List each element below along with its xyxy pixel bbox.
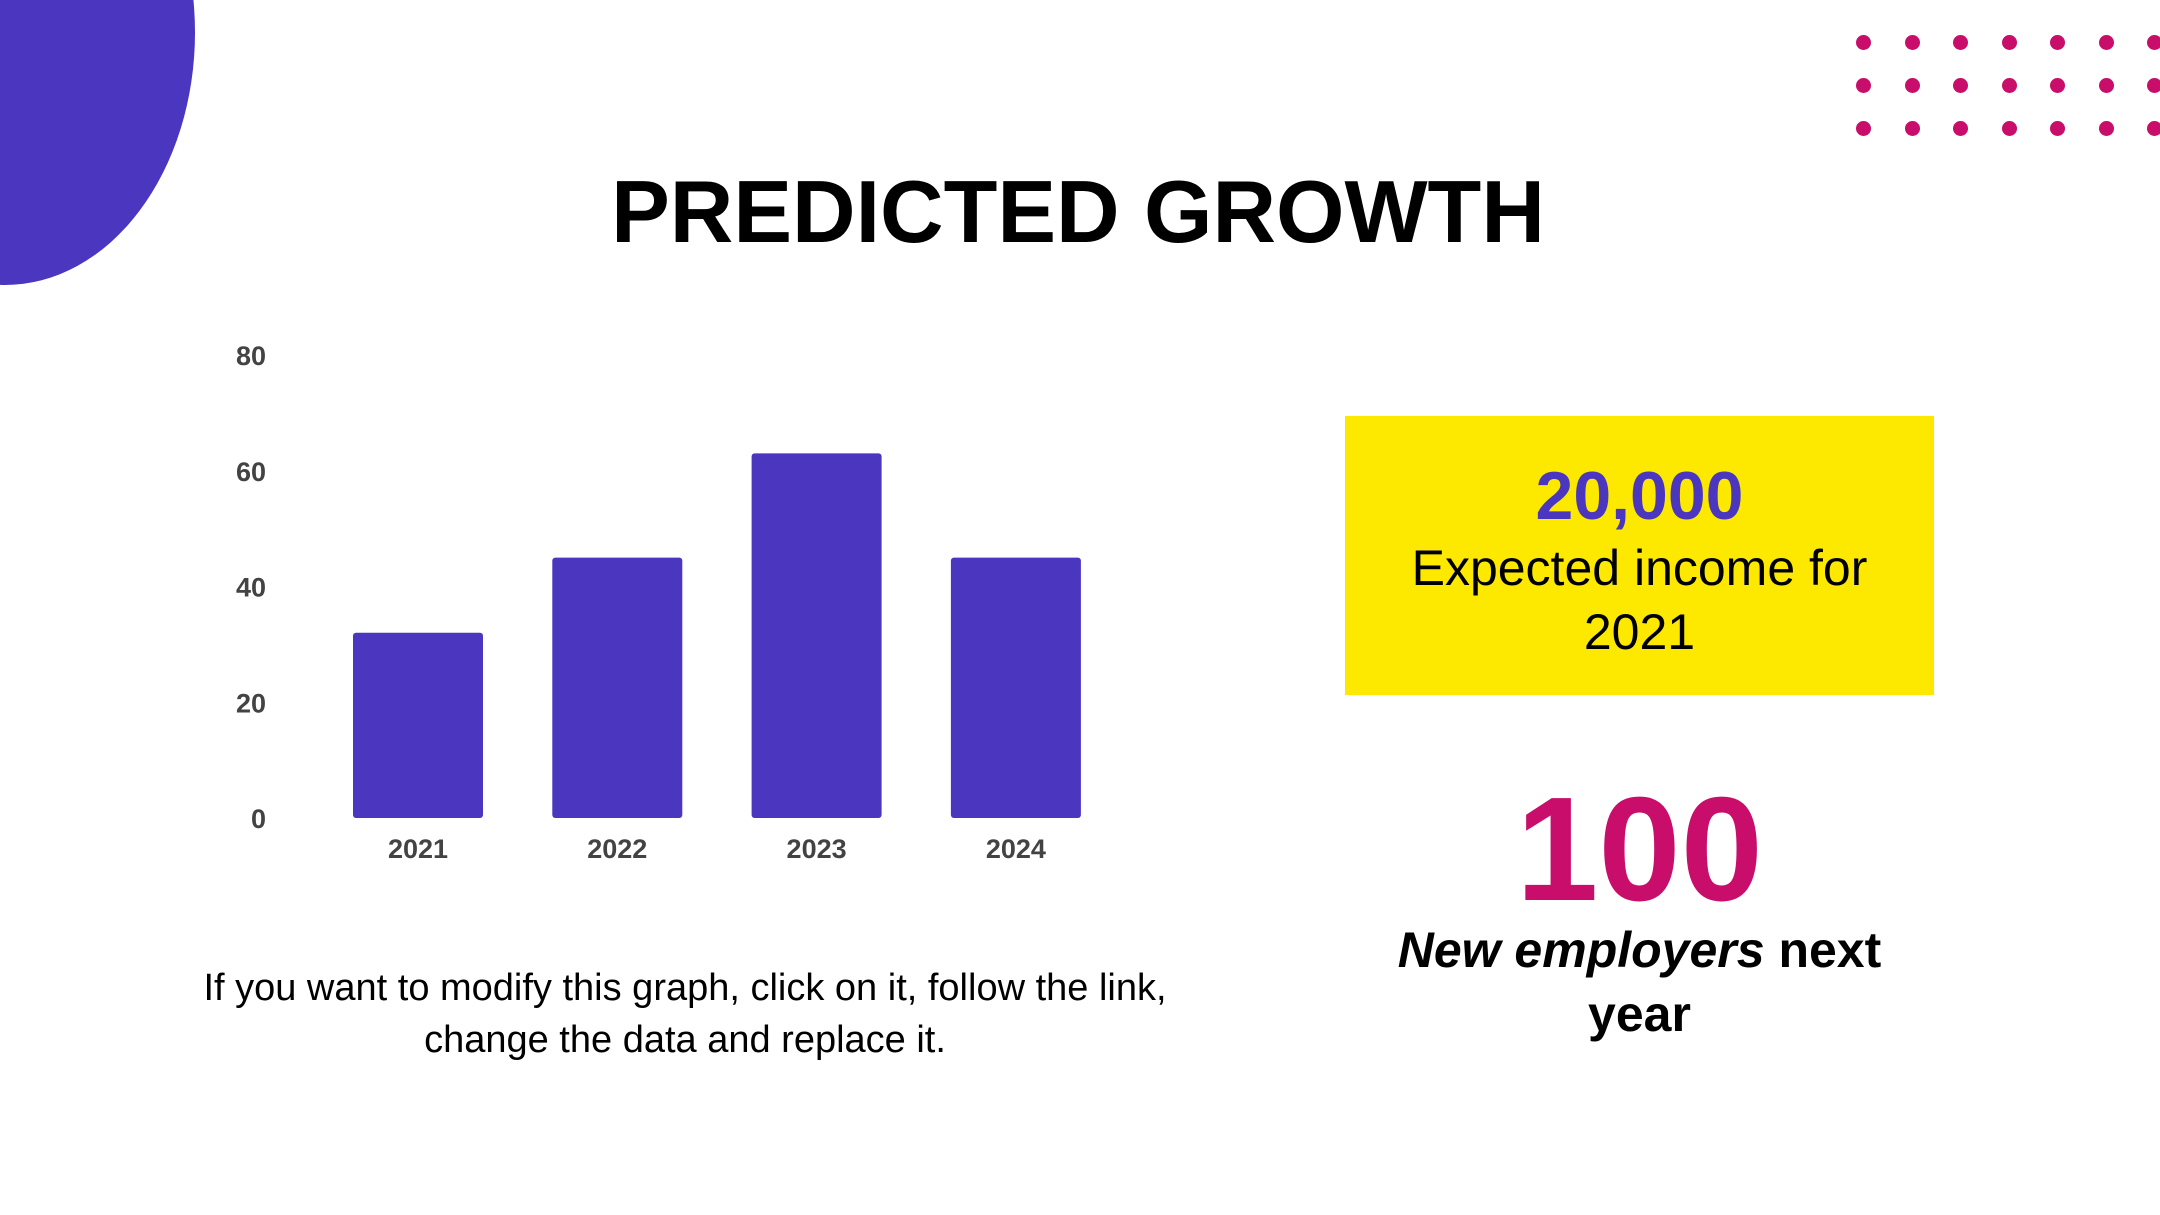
- decorative-dot: [2147, 121, 2160, 136]
- decorative-dot: [2001, 78, 2017, 93]
- decorative-dot: [2050, 78, 2065, 93]
- bar-2023: [751, 453, 882, 818]
- decorative-dot: [2098, 121, 2114, 136]
- decorative-dot: [1953, 121, 1968, 136]
- x-tick-label: 2023: [787, 834, 847, 864]
- decorative-dot: [2098, 35, 2114, 50]
- income-value: 20,000: [1535, 458, 1744, 534]
- y-tick-label: 20: [236, 688, 266, 718]
- decorative-dot: [2098, 78, 2114, 93]
- x-tick-label: 2024: [986, 834, 1046, 864]
- decorative-dot: [1904, 121, 1920, 136]
- decorative-dot: [1953, 35, 1968, 50]
- y-tick-label: 80: [236, 341, 266, 371]
- decorative-dot-grid: [1856, 35, 2160, 136]
- x-tick-label: 2022: [587, 834, 647, 864]
- bar-chart[interactable]: 0 20 40 60 80 2021 2022 2023 2024: [220, 330, 1120, 870]
- y-tick-label: 40: [236, 573, 266, 603]
- chart-caption: If you want to modify this graph, click …: [203, 967, 1167, 1061]
- decorative-dot: [1904, 35, 1920, 50]
- employers-label-emphasis: New employers: [1397, 922, 1765, 978]
- decorative-dot: [2050, 35, 2065, 50]
- decorative-dot: [1856, 121, 1871, 136]
- bar-chart-svg: 0 20 40 60 80 2021 2022 2023 2024: [236, 341, 1081, 864]
- bar-2021: [353, 632, 483, 818]
- decorative-dot: [2001, 121, 2017, 136]
- y-tick-label: 60: [236, 457, 266, 487]
- decorative-dot: [2050, 121, 2065, 136]
- decorative-dot: [1904, 78, 1920, 93]
- decorative-dot: [1953, 78, 1968, 93]
- income-stat-box: 20,000 Expected income for 2021: [1345, 416, 1934, 695]
- employers-value: 100: [1516, 767, 1763, 932]
- decorative-dot: [2001, 35, 2017, 50]
- slide-title: PREDICTED GROWTH: [611, 162, 1545, 261]
- decorative-dot: [1856, 35, 1871, 50]
- bar-2022: [552, 557, 683, 818]
- y-tick-label: 0: [251, 804, 266, 834]
- bar-2024: [950, 557, 1081, 818]
- decorative-dot: [1856, 78, 1871, 93]
- decorative-dot: [2147, 35, 2160, 50]
- income-label: Expected income for 2021: [1411, 540, 1868, 660]
- x-tick-label: 2021: [388, 834, 448, 864]
- employers-label: New employers next year: [1345, 918, 1934, 1046]
- decorative-dot: [2147, 78, 2160, 93]
- employers-label-rest: next year: [1588, 922, 1882, 1042]
